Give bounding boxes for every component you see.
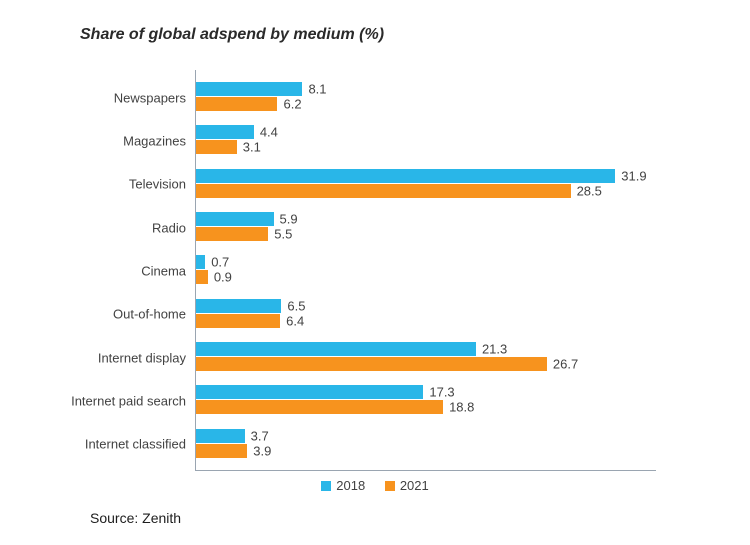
- bar-value: 6.5: [281, 298, 305, 313]
- category-label: Out-of-home: [113, 307, 196, 322]
- bar-value: 0.9: [208, 270, 232, 285]
- bar-2021: 18.8: [196, 400, 443, 414]
- chart-title: Share of global adspend by medium (%): [80, 26, 384, 44]
- bar-value: 0.7: [205, 255, 229, 270]
- bar-value: 6.4: [280, 313, 304, 328]
- bar-value: 8.1: [302, 82, 326, 97]
- table-row: Magazines4.43.1: [196, 119, 656, 162]
- bar-value: 5.5: [268, 226, 292, 241]
- table-row: Newspapers8.16.2: [196, 76, 656, 119]
- source-label: Source: Zenith: [90, 510, 181, 526]
- bar-value: 26.7: [547, 356, 578, 371]
- category-label: Newspapers: [114, 90, 196, 105]
- plot-area: Newspapers8.16.2Magazines4.43.1Televisio…: [195, 70, 656, 471]
- table-row: Out-of-home6.56.4: [196, 293, 656, 336]
- bar-value: 17.3: [423, 385, 454, 400]
- category-label: Internet display: [98, 350, 196, 365]
- bar-2018: 6.5: [196, 299, 281, 313]
- bar-2021: 6.2: [196, 97, 277, 111]
- legend-swatch-2021: [385, 481, 395, 491]
- bar-2021: 6.4: [196, 314, 280, 328]
- bar-2018: 3.7: [196, 429, 245, 443]
- bar-2021: 0.9: [196, 270, 208, 284]
- category-label: Cinema: [141, 263, 196, 278]
- bar-2018: 17.3: [196, 385, 423, 399]
- table-row: Internet classified3.73.9: [196, 423, 656, 466]
- chart-rows: Newspapers8.16.2Magazines4.43.1Televisio…: [196, 70, 656, 470]
- bar-value: 28.5: [571, 183, 602, 198]
- category-label: Internet paid search: [71, 393, 196, 408]
- legend-swatch-2018: [321, 481, 331, 491]
- table-row: Internet display21.326.7: [196, 336, 656, 379]
- bar-2021: 28.5: [196, 184, 571, 198]
- bar-value: 6.2: [277, 97, 301, 112]
- legend-label-2021: 2021: [400, 478, 429, 493]
- bar-2018: 0.7: [196, 255, 205, 269]
- bar-2018: 5.9: [196, 212, 274, 226]
- bar-2018: 8.1: [196, 82, 302, 96]
- category-label: Magazines: [123, 133, 196, 148]
- legend-item-2018: 2018: [321, 478, 365, 493]
- table-row: Internet paid search17.318.8: [196, 379, 656, 422]
- bar-2018: 31.9: [196, 169, 615, 183]
- bar-value: 3.9: [247, 443, 271, 458]
- bar-value: 21.3: [476, 341, 507, 356]
- bar-2018: 21.3: [196, 342, 476, 356]
- bar-value: 3.1: [237, 140, 261, 155]
- category-label: Television: [129, 177, 196, 192]
- bar-value: 3.7: [245, 428, 269, 443]
- bar-value: 4.4: [254, 125, 278, 140]
- chart-container: Share of global adspend by medium (%) Ne…: [0, 0, 750, 545]
- table-row: Cinema0.70.9: [196, 249, 656, 292]
- bar-2018: 4.4: [196, 125, 254, 139]
- table-row: Television31.928.5: [196, 163, 656, 206]
- bar-value: 31.9: [615, 168, 646, 183]
- bar-value: 18.8: [443, 400, 474, 415]
- bar-2021: 3.9: [196, 444, 247, 458]
- chart-legend: 2018 2021: [0, 478, 750, 494]
- bar-value: 5.9: [274, 211, 298, 226]
- bar-2021: 3.1: [196, 140, 237, 154]
- category-label: Radio: [152, 220, 196, 235]
- table-row: Radio5.95.5: [196, 206, 656, 249]
- legend-item-2021: 2021: [385, 478, 429, 493]
- legend-label-2018: 2018: [336, 478, 365, 493]
- category-label: Internet classified: [85, 437, 196, 452]
- bar-2021: 5.5: [196, 227, 268, 241]
- bar-2021: 26.7: [196, 357, 547, 371]
